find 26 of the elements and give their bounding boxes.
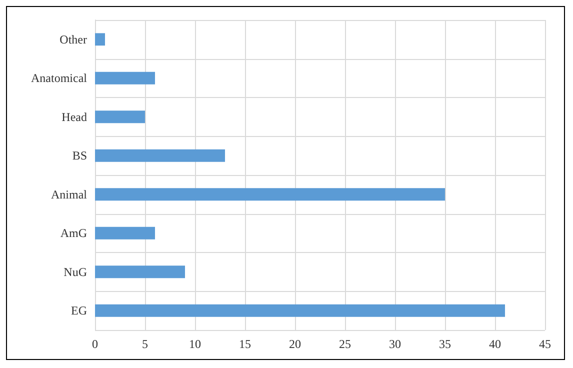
x-tick-label: 5: [142, 337, 148, 351]
bar: [95, 304, 505, 317]
bar: [95, 110, 145, 124]
y-tick-label: AmG: [60, 226, 88, 240]
x-tick-label: 25: [339, 337, 351, 351]
x-tick-label: 40: [489, 337, 501, 351]
x-tick-label: 20: [289, 337, 301, 351]
bar: [95, 72, 155, 84]
bar: [95, 226, 155, 240]
x-tick-label: 15: [239, 337, 251, 351]
bar: [95, 188, 445, 201]
bar: [95, 149, 225, 162]
y-tick-label: Animal: [51, 187, 88, 202]
bar: [95, 33, 105, 46]
y-tick-label: Anatomical: [31, 71, 88, 86]
x-tick-label: 35: [439, 337, 451, 351]
y-tick-label: BS: [72, 148, 87, 163]
bar: [95, 266, 185, 278]
y-tick-label: Head: [62, 110, 87, 124]
x-tick-label: 0: [92, 337, 98, 351]
x-tick-label: 10: [189, 337, 201, 351]
y-tick-label: EG: [71, 304, 88, 318]
x-tick-label: 30: [389, 337, 401, 351]
y-tick-label: Other: [60, 32, 87, 46]
y-tick-label: NuG: [64, 264, 88, 279]
x-tick-label: 45: [539, 337, 551, 351]
